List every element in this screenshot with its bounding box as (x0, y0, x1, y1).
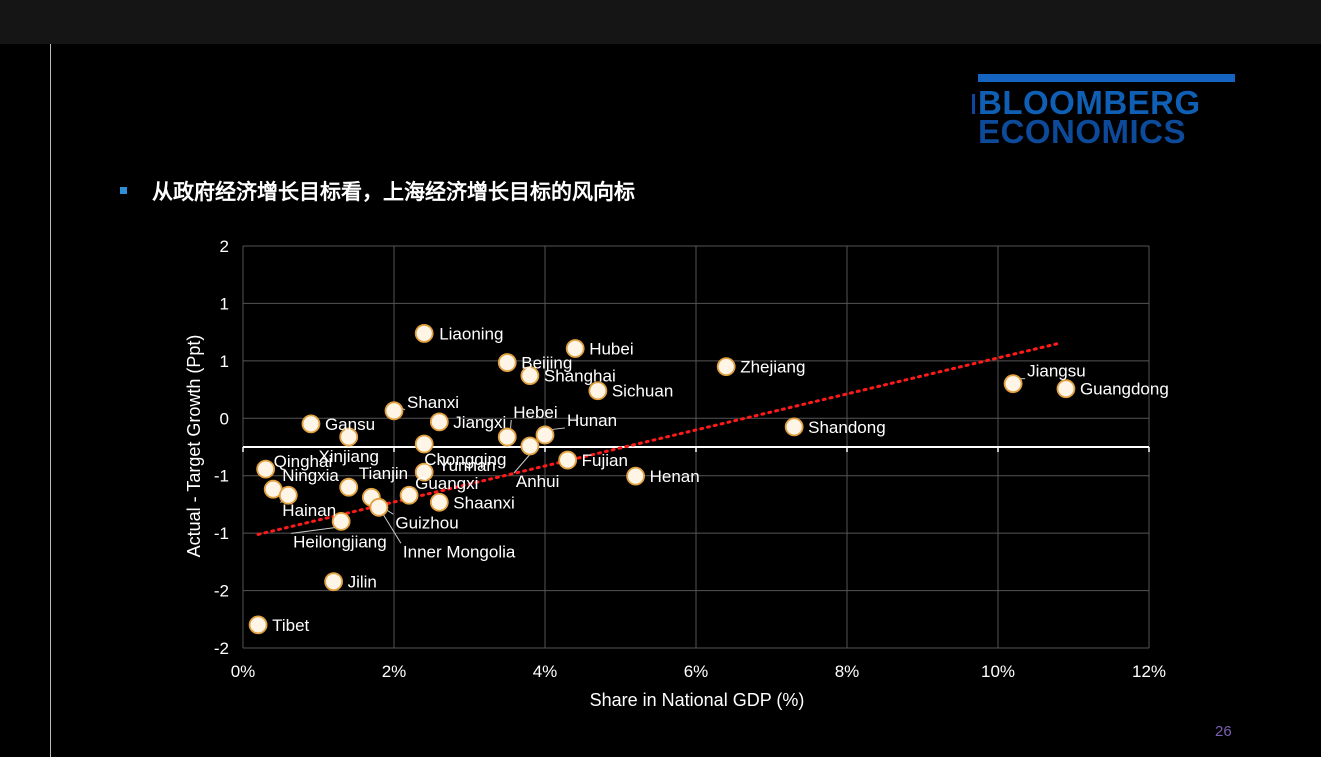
data-point (331, 511, 351, 531)
logo-bar (978, 74, 1235, 82)
data-point (1003, 374, 1023, 394)
point-label: Chongqing (424, 450, 506, 469)
point-label: Guangdong (1080, 380, 1169, 399)
point-label: Fujian (582, 451, 628, 470)
x-tick-label: 10% (981, 662, 1015, 681)
data-point (429, 412, 449, 432)
data-point (414, 324, 434, 343)
trendline-path (256, 341, 1060, 536)
data-point (588, 381, 608, 401)
data-point (520, 366, 540, 386)
point-label: Hunan (567, 411, 617, 430)
data-point (497, 353, 517, 372)
x-tick-label: 8% (835, 662, 860, 681)
top-bar (0, 0, 1321, 44)
point-label: Shaanxi (453, 493, 514, 512)
data-point (399, 485, 419, 505)
point-label: Qinghai (274, 452, 333, 471)
x-tick-label: 2% (382, 662, 407, 681)
data-point (565, 339, 585, 358)
data-point (339, 477, 359, 497)
y-tick-label: 2 (220, 237, 229, 256)
point-label: Henan (650, 467, 700, 486)
data-point (429, 492, 449, 512)
y-tick-label: -1 (214, 524, 229, 543)
y-axis-label: Actual - Target Growth (Ppt) (184, 335, 204, 558)
logo-line2: ECONOMICS (978, 113, 1187, 150)
point-label: Shanghai (544, 367, 616, 386)
point-label: Jilin (348, 573, 377, 592)
data-point (1056, 379, 1076, 399)
data-point (716, 357, 736, 377)
logo-tick (972, 94, 975, 114)
data-point (248, 615, 268, 635)
data-point (414, 434, 434, 454)
data-point (558, 450, 578, 470)
y-tick-label: 0 (220, 409, 229, 428)
data-point (520, 436, 540, 456)
data-point (784, 417, 804, 437)
point-label: Anhui (516, 472, 559, 491)
point-label: Sichuan (612, 382, 673, 401)
point-label: Hainan (282, 501, 336, 520)
point-label: Hubei (589, 340, 633, 359)
slide-left-border (50, 44, 51, 757)
point-label: Gansu (325, 415, 375, 434)
point-labels: Liaoning Hubei Beijing Zhejiang Shanghai Jian… (272, 324, 1169, 634)
data-point (278, 485, 298, 505)
data-point (256, 459, 276, 479)
point-label: Guizhou (395, 513, 458, 532)
data-point (626, 466, 645, 486)
data-point (497, 427, 517, 447)
point-label: Yunnan (438, 456, 496, 475)
label-leader (381, 512, 402, 544)
chart-ticks: 0% 2% 4% 6% 8% 10% 12% 2 1 1 0 -1 -1 -2 -2 (214, 237, 1166, 681)
point-label: Tibet (272, 616, 309, 635)
point-label: Liaoning (439, 324, 503, 343)
point-label: Shandong (808, 418, 886, 437)
chart-axes (242, 446, 1150, 452)
y-tick-label: -1 (214, 467, 229, 486)
y-tick-label: 1 (220, 352, 229, 371)
x-tick-label: 6% (684, 662, 709, 681)
bullet-icon (120, 187, 127, 194)
data-point (414, 462, 434, 482)
bloomberg-economics-logo: BLOOMBERG ECONOMICS (972, 74, 1236, 150)
page-number: 26 (1215, 723, 1232, 740)
point-label: Inner Mongolia (403, 542, 516, 561)
x-axis-label: Share in National GDP (%) (590, 690, 805, 710)
data-point (384, 401, 404, 421)
point-label: Guangxi (415, 474, 478, 493)
data-points (248, 324, 1076, 635)
y-tick-label: -2 (214, 582, 229, 601)
x-tick-label: 0% (231, 662, 256, 681)
point-label: Tianjin (359, 464, 408, 483)
point-label: Jiangsu (1027, 362, 1086, 381)
x-tick-label: 4% (533, 662, 558, 681)
point-label: Zhejiang (740, 358, 805, 377)
point-label: Heilongjiang (293, 532, 387, 551)
point-label: Shanxi (407, 393, 459, 412)
data-point (369, 497, 389, 517)
data-point (339, 427, 359, 447)
x-tick-label: 12% (1132, 662, 1166, 681)
point-label: Hebei (513, 403, 557, 422)
data-point (301, 414, 321, 434)
logo-line1: BLOOMBERG (978, 84, 1201, 121)
y-tick-label: -2 (214, 639, 229, 658)
trendline (256, 341, 1060, 536)
point-label: Ningxia (282, 466, 339, 485)
data-point (535, 425, 555, 445)
y-tick-label: 1 (220, 294, 229, 313)
point-label: Beijing (521, 354, 572, 373)
point-label: Jiangxi (453, 413, 506, 432)
point-label: Xinjiang (318, 447, 379, 466)
slide-heading: 从政府经济增长目标看，上海经济增长目标的风向标 (152, 180, 635, 204)
data-point (324, 572, 344, 592)
